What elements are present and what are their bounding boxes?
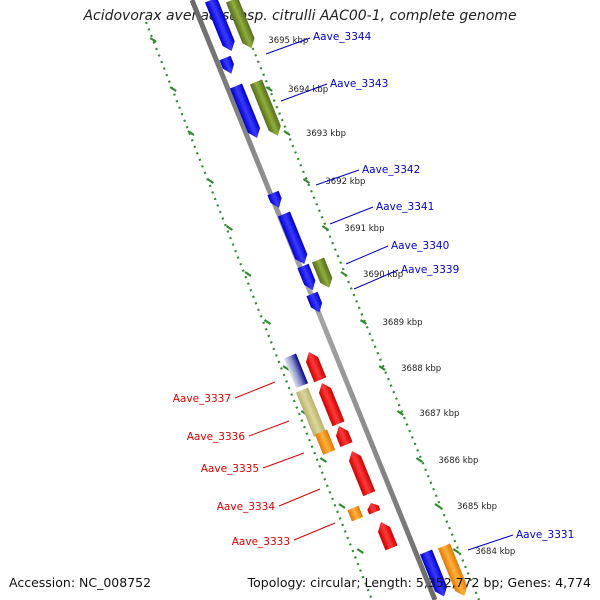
tick-right-3691 (321, 225, 330, 231)
gene-block-rev-1[interactable] (295, 387, 327, 437)
callout-line-aave-3334 (278, 488, 321, 507)
tick-left-3694 (169, 86, 177, 92)
tick-label-3688: 3688 kbp (401, 364, 441, 374)
callout-line-aave-3343 (280, 83, 328, 102)
tick-label-3686: 3686 kbp (438, 456, 478, 466)
gene-block-fwd-4[interactable] (267, 190, 284, 210)
gene-callouts: Aave_3344 Aave_3343 Aave_3342 Aave_3341 Aave… (173, 31, 574, 551)
gene-label-aave-3337[interactable]: Aave_3337 (173, 393, 231, 405)
callout-line-aave-3340 (345, 245, 389, 265)
tick-left-3689 (263, 319, 272, 325)
tick-label-3684: 3684 kbp (475, 547, 515, 557)
gene-block-rev-3[interactable] (316, 381, 345, 427)
tick-left-3690 (244, 271, 252, 277)
tick-right-3688 (378, 365, 386, 371)
gene-label-aave-3344[interactable]: Aave_3344 (313, 31, 372, 43)
rna-block-fwd-3[interactable] (311, 257, 335, 291)
tick-right-3685 (434, 503, 442, 509)
callout-line-aave-3344 (265, 37, 311, 55)
gene-label-aave-3333[interactable]: Aave_3333 (232, 536, 290, 548)
tick-right-3692 (302, 178, 311, 184)
callout-line-aave-3337 (234, 381, 276, 399)
rna-block-fwd-2[interactable] (249, 79, 284, 139)
topology-summary: Topology: circular; Length: 5,352,772 bp… (247, 575, 591, 590)
tick-label-3692: 3692 kbp (325, 177, 365, 187)
gene-label-aave-3336[interactable]: Aave_3336 (187, 431, 246, 443)
tick-label-3693: 3693 kbp (306, 129, 346, 139)
gene-block-rev-6[interactable] (365, 501, 381, 515)
tick-label-3687: 3687 kbp (419, 409, 459, 419)
gene-label-aave-3335[interactable]: Aave_3335 (201, 463, 259, 475)
callout-line-aave-3331 (467, 534, 514, 551)
callout-line-aave-3341 (329, 206, 374, 225)
gene-label-aave-3339[interactable]: Aave_3339 (401, 264, 459, 276)
gene-block-fwd-5[interactable] (277, 211, 310, 267)
tick-left-3688 (282, 365, 290, 371)
gene-block-rev-7[interactable] (375, 520, 398, 551)
tick-right-3693 (283, 130, 291, 136)
tick-left-3693 (187, 130, 195, 136)
tick-right-3690 (340, 271, 348, 277)
gene-block-fwd-1[interactable] (204, 0, 238, 53)
gene-block-rev-2[interactable] (303, 350, 327, 383)
tick-label-3689: 3689 kbp (383, 318, 423, 328)
rna-block-rev-2[interactable] (347, 505, 364, 522)
gene-block-fwd-3[interactable] (229, 83, 263, 141)
gene-block-fwd-2[interactable] (219, 55, 237, 76)
left-tick-track (144, 21, 374, 600)
tick-left-3691 (225, 225, 234, 231)
gene-block-fwd-7[interactable] (306, 291, 325, 315)
gene-block-rev-5[interactable] (346, 449, 376, 497)
gene-label-aave-3343[interactable]: Aave_3343 (330, 78, 388, 90)
tick-marks: 3695 kbp 3694 kbp 3693 kbp 3692 kbp 3691 kbp… (149, 36, 515, 557)
gene-block-fwd-6[interactable] (297, 263, 318, 293)
tick-left-3686 (319, 457, 328, 463)
tick-right-3687 (396, 410, 404, 416)
callout-line-aave-3335 (262, 452, 305, 469)
map-title: Acidovorax avenae subsp. citrulli AAC00-… (83, 8, 517, 24)
rna-block-fwd-4[interactable] (437, 543, 470, 599)
rna-block-rev-1[interactable] (314, 429, 336, 455)
accession-text: Accession: NC_008752 (9, 575, 152, 590)
tick-label-3694: 3694 kbp (288, 85, 328, 95)
gene-features (204, 0, 470, 599)
gene-label-aave-3341[interactable]: Aave_3341 (376, 201, 434, 213)
tick-left-3695 (149, 37, 157, 43)
callout-line-aave-3333 (293, 522, 336, 541)
gene-block-fwd-8[interactable] (419, 549, 450, 599)
callout-line-aave-3336 (248, 420, 290, 437)
tick-label-3690: 3690 kbp (363, 270, 403, 280)
callout-line-aave-3342 (315, 169, 360, 186)
tick-left-3692 (206, 178, 215, 184)
rna-block-fwd-1[interactable] (225, 0, 258, 51)
gene-label-aave-3342[interactable]: Aave_3342 (362, 164, 420, 176)
tick-right-3684 (452, 548, 460, 554)
tick-left-3685 (338, 503, 346, 509)
gene-label-aave-3334[interactable]: Aave_3334 (217, 501, 276, 513)
gene-label-aave-3331[interactable]: Aave_3331 (516, 529, 574, 541)
gene-block-rev-faded[interactable] (283, 353, 309, 389)
tick-label-3685: 3685 kbp (457, 502, 497, 512)
tick-label-3695: 3695 kbp (268, 36, 308, 46)
tick-right-3689 (359, 319, 368, 325)
gene-block-rev-4[interactable] (333, 424, 353, 447)
gene-label-aave-3340[interactable]: Aave_3340 (391, 240, 449, 252)
tick-left-3684 (356, 548, 364, 554)
callout-line-aave-3339 (353, 269, 399, 290)
tick-right-3694 (265, 86, 273, 92)
tick-right-3686 (415, 457, 424, 463)
tick-label-3691: 3691 kbp (344, 224, 384, 234)
